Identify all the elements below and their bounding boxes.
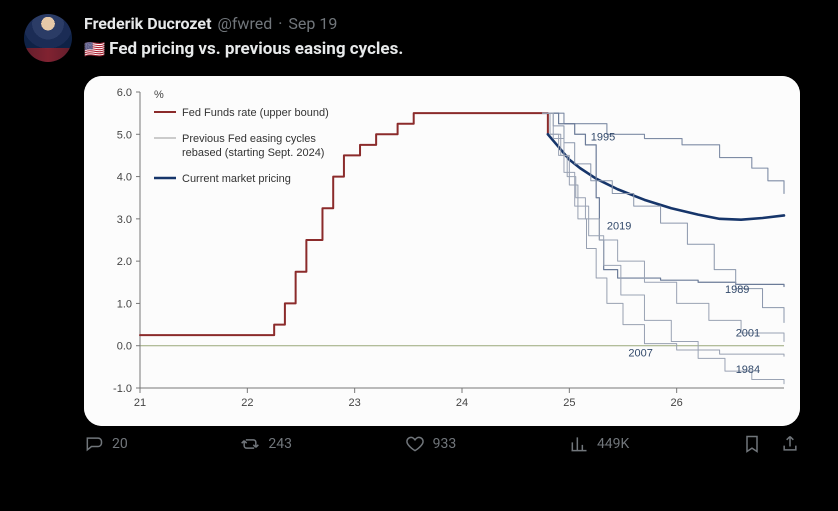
svg-text:%: %: [154, 89, 164, 101]
views-icon: [569, 434, 589, 454]
views-count: 449K: [597, 436, 629, 452]
svg-text:Current market pricing: Current market pricing: [182, 173, 291, 185]
svg-text:22: 22: [241, 397, 253, 409]
tweet-text: 🇺🇸Fed pricing vs. previous easing cycles…: [84, 38, 403, 61]
share-button[interactable]: [780, 434, 800, 454]
like-count: 933: [433, 436, 457, 452]
flag-emoji: 🇺🇸: [84, 40, 105, 60]
reply-button[interactable]: 20: [84, 434, 128, 454]
svg-text:3.0: 3.0: [117, 214, 132, 226]
reply-count: 20: [112, 436, 128, 452]
handle[interactable]: @fwred: [218, 14, 273, 34]
svg-text:1989: 1989: [725, 284, 749, 296]
chart-svg: -1.0 0.0 1.0 2.0 3.0 4.0 5.0 6.0% 21 22 23 24 25 26 19…: [84, 76, 800, 426]
svg-text:21: 21: [134, 397, 146, 409]
svg-text:1.0: 1.0: [117, 298, 132, 310]
bookmark-button[interactable]: [742, 434, 762, 454]
display-name[interactable]: Frederik Ducrozet: [84, 14, 212, 34]
svg-text:24: 24: [456, 397, 468, 409]
name-line: Frederik Ducrozet @fwred · Sep 19: [84, 14, 403, 34]
svg-text:rebased (starting Sept. 2024): rebased (starting Sept. 2024): [182, 147, 324, 159]
separator-dot: ·: [278, 14, 282, 34]
reply-icon: [84, 434, 104, 454]
svg-text:26: 26: [671, 397, 683, 409]
svg-text:2019: 2019: [607, 220, 631, 232]
svg-text:2001: 2001: [736, 327, 760, 339]
tweet-actions-end: [742, 434, 800, 454]
svg-text:Fed Funds rate (upper bound): Fed Funds rate (upper bound): [182, 107, 329, 119]
svg-text:2.0: 2.0: [117, 256, 132, 268]
svg-text:5.0: 5.0: [117, 129, 132, 141]
svg-text:0.0: 0.0: [117, 341, 132, 353]
svg-text:23: 23: [349, 397, 361, 409]
tweet-header: Frederik Ducrozet @fwred · Sep 19 🇺🇸Fed …: [24, 14, 800, 62]
svg-text:Previous Fed easing cycles: Previous Fed easing cycles: [182, 133, 316, 145]
chart-card[interactable]: -1.0 0.0 1.0 2.0 3.0 4.0 5.0 6.0% 21 22 23 24 25 26 19…: [84, 76, 800, 426]
svg-text:1995: 1995: [591, 132, 615, 144]
header-text-block: Frederik Ducrozet @fwred · Sep 19 🇺🇸Fed …: [84, 14, 403, 61]
tweet-text-content: Fed pricing vs. previous easing cycles.: [109, 39, 403, 59]
retweet-button[interactable]: 243: [240, 434, 292, 454]
svg-text:2007: 2007: [628, 347, 652, 359]
like-button[interactable]: 933: [405, 434, 457, 454]
svg-text:25: 25: [563, 397, 575, 409]
tweet-actions: 20 243 933 449K: [84, 434, 800, 454]
share-icon: [780, 434, 800, 454]
tweet-date[interactable]: Sep 19: [288, 14, 337, 34]
tweet-container: Frederik Ducrozet @fwred · Sep 19 🇺🇸Fed …: [0, 0, 838, 511]
retweet-icon: [240, 434, 260, 454]
svg-text:6.0: 6.0: [117, 87, 132, 99]
svg-text:-1.0: -1.0: [113, 383, 132, 395]
heart-icon: [405, 434, 425, 454]
views-button[interactable]: 449K: [569, 434, 629, 454]
svg-text:4.0: 4.0: [117, 172, 132, 184]
bookmark-icon: [742, 434, 762, 454]
retweet-count: 243: [268, 436, 292, 452]
avatar[interactable]: [24, 14, 72, 62]
svg-text:1984: 1984: [736, 364, 760, 376]
